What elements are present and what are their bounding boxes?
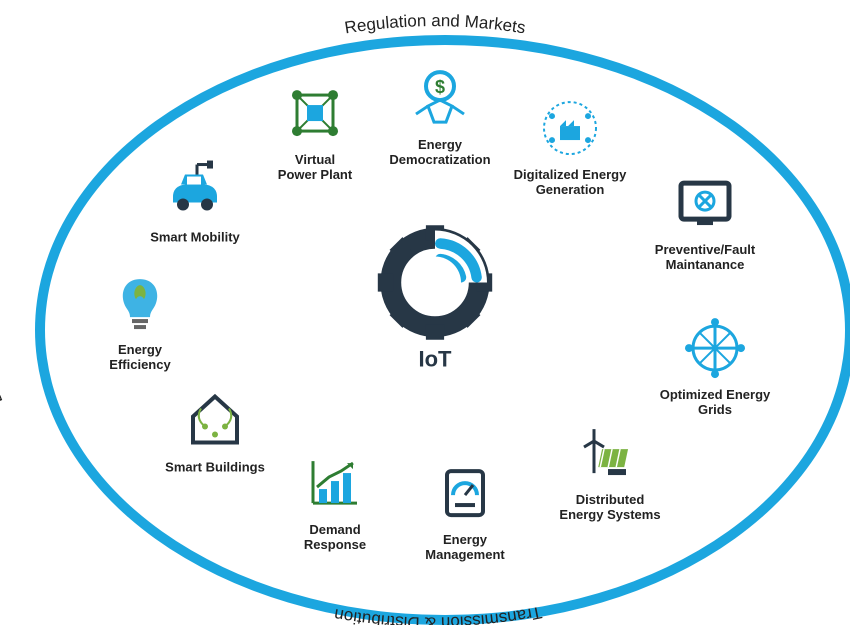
svg-text:$: $ <box>435 77 445 97</box>
node-distributed: DistributedEnergy Systems <box>550 417 670 523</box>
factory-icon <box>534 92 606 164</box>
node-label: VirtualPower Plant <box>255 153 375 183</box>
renewables-icon <box>574 417 646 489</box>
chart-icon <box>299 447 371 519</box>
center-label: IoT <box>370 347 500 373</box>
node-preventive: Preventive/FaultMaintanance <box>645 167 765 273</box>
node-virtual_power_plant: VirtualPower Plant <box>255 77 375 183</box>
gear-icon <box>370 218 500 348</box>
node-energy_eff: EnergyEfficiency <box>80 267 200 373</box>
node-energy_mgmt: EnergyManagement <box>405 457 525 563</box>
center-iot: IoT <box>370 218 500 373</box>
vpp-icon <box>279 77 351 149</box>
meter-icon <box>429 457 501 529</box>
node-smart_buildings: Smart Buildings <box>155 385 275 476</box>
node-label: Optimized EnergyGrids <box>655 388 775 418</box>
node-label: DistributedEnergy Systems <box>550 493 670 523</box>
node-label: Preventive/FaultMaintanance <box>645 243 765 273</box>
house-icon <box>179 385 251 457</box>
node-demand_response: DemandResponse <box>275 447 395 553</box>
node-energy_democ: $ EnergyDemocratization <box>380 62 500 168</box>
bulb-icon <box>104 267 176 339</box>
tablet-icon <box>669 167 741 239</box>
node-label: EnergyEfficiency <box>80 343 200 373</box>
node-label: Digitalized EnergyGeneration <box>510 168 630 198</box>
node-digital_gen: Digitalized EnergyGeneration <box>510 92 630 198</box>
label-left: Demand side services <box>0 233 6 407</box>
node-label: Smart Mobility <box>135 231 255 246</box>
grid-icon <box>679 312 751 384</box>
dollar-icon: $ <box>404 62 476 134</box>
stage: Regulation and Markets Utilities and gen… <box>0 0 850 625</box>
label-top: Regulation and Markets <box>343 11 527 37</box>
node-label: Smart Buildings <box>155 461 275 476</box>
node-label: DemandResponse <box>275 523 395 553</box>
node-label: EnergyDemocratization <box>380 138 500 168</box>
car-icon <box>159 155 231 227</box>
node-smart_mobility: Smart Mobility <box>135 155 255 246</box>
node-label: EnergyManagement <box>405 533 525 563</box>
node-optimized_grids: Optimized EnergyGrids <box>655 312 775 418</box>
